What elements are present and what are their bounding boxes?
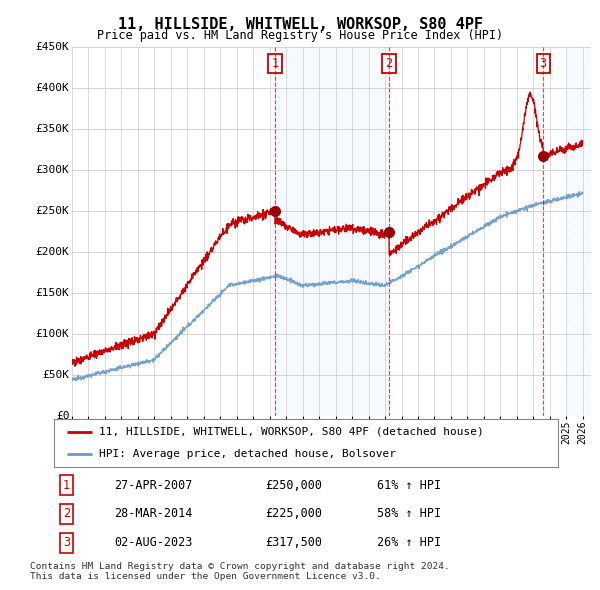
Text: Price paid vs. HM Land Registry's House Price Index (HPI): Price paid vs. HM Land Registry's House …	[97, 29, 503, 42]
Text: 2: 2	[63, 507, 70, 520]
Text: £150K: £150K	[35, 288, 70, 298]
Text: £50K: £50K	[43, 370, 70, 380]
Text: £317,500: £317,500	[266, 536, 323, 549]
Text: 11, HILLSIDE, WHITWELL, WORKSOP, S80 4PF: 11, HILLSIDE, WHITWELL, WORKSOP, S80 4PF	[118, 17, 482, 31]
Text: £100K: £100K	[35, 329, 70, 339]
Bar	[275, 47, 389, 416]
Text: £0: £0	[56, 411, 70, 421]
Text: 1: 1	[63, 478, 70, 491]
Text: £225,000: £225,000	[266, 507, 323, 520]
Text: 1: 1	[271, 57, 278, 70]
Text: £450K: £450K	[35, 42, 70, 52]
Text: HPI: Average price, detached house, Bolsover: HPI: Average price, detached house, Bols…	[100, 449, 397, 459]
Text: £350K: £350K	[35, 124, 70, 134]
Text: This data is licensed under the Open Government Licence v3.0.: This data is licensed under the Open Gov…	[30, 572, 381, 581]
Text: 28-MAR-2014: 28-MAR-2014	[115, 507, 193, 520]
Text: 58% ↑ HPI: 58% ↑ HPI	[377, 507, 440, 520]
Text: £400K: £400K	[35, 83, 70, 93]
Text: £300K: £300K	[35, 165, 70, 175]
Text: £200K: £200K	[35, 247, 70, 257]
Text: 3: 3	[539, 57, 547, 70]
Text: 27-APR-2007: 27-APR-2007	[115, 478, 193, 491]
Text: 02-AUG-2023: 02-AUG-2023	[115, 536, 193, 549]
Text: £250K: £250K	[35, 206, 70, 216]
Text: 61% ↑ HPI: 61% ↑ HPI	[377, 478, 440, 491]
Bar	[566, 47, 591, 416]
Text: 2: 2	[385, 57, 392, 70]
Text: Contains HM Land Registry data © Crown copyright and database right 2024.: Contains HM Land Registry data © Crown c…	[30, 562, 450, 571]
Text: 26% ↑ HPI: 26% ↑ HPI	[377, 536, 440, 549]
Text: £250,000: £250,000	[266, 478, 323, 491]
Text: 3: 3	[63, 536, 70, 549]
Text: 11, HILLSIDE, WHITWELL, WORKSOP, S80 4PF (detached house): 11, HILLSIDE, WHITWELL, WORKSOP, S80 4PF…	[100, 427, 484, 437]
